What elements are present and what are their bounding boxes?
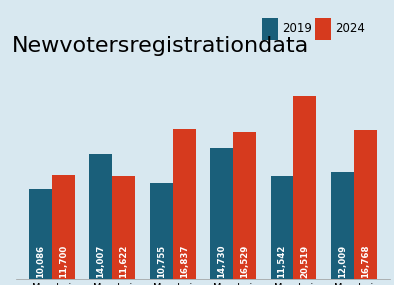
Text: 14,730: 14,730 xyxy=(217,244,226,278)
Bar xyxy=(112,176,135,279)
Bar xyxy=(150,183,173,279)
Text: 2024: 2024 xyxy=(335,23,365,35)
Text: 11,622: 11,622 xyxy=(119,244,128,278)
Text: 11,542: 11,542 xyxy=(277,244,286,278)
Text: 12,009: 12,009 xyxy=(338,245,347,278)
Text: 14,007: 14,007 xyxy=(97,244,105,278)
Text: 10,755: 10,755 xyxy=(157,245,166,278)
Bar xyxy=(233,132,256,279)
Text: 2019: 2019 xyxy=(282,23,312,35)
Bar xyxy=(354,130,377,279)
Bar xyxy=(52,175,75,279)
Text: 16,837: 16,837 xyxy=(180,244,189,278)
Text: 11,700: 11,700 xyxy=(59,244,68,278)
Bar xyxy=(271,176,294,279)
Text: 16,768: 16,768 xyxy=(361,244,370,278)
Bar xyxy=(331,172,354,279)
Text: Newvotersregistrationdata: Newvotersregistrationdata xyxy=(12,36,309,56)
Bar xyxy=(210,148,233,279)
Text: 16,529: 16,529 xyxy=(240,244,249,278)
Bar xyxy=(262,18,278,40)
Bar xyxy=(89,154,112,279)
Bar xyxy=(173,129,196,279)
Bar xyxy=(29,189,52,279)
Bar xyxy=(294,96,316,279)
Bar xyxy=(315,18,331,40)
Text: 20,519: 20,519 xyxy=(301,245,309,278)
Text: 10,086: 10,086 xyxy=(36,245,45,278)
